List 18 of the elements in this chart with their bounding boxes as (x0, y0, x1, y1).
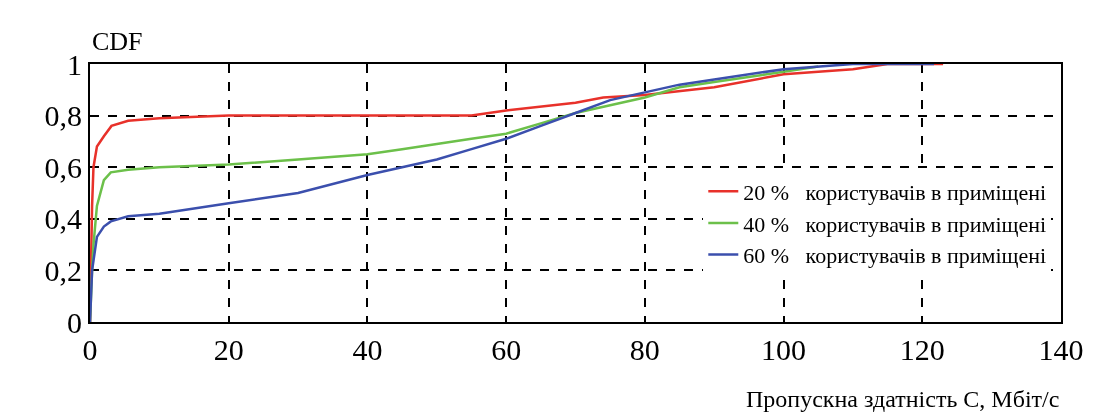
x-tick-label: 80 (629, 333, 660, 366)
y-tick-label: 0,2 (44, 253, 82, 287)
legend-label: 40 % користувачів в приміщені (743, 211, 1047, 237)
x-tick-label: 100 (761, 333, 807, 366)
y-tick-label: 1 (67, 47, 82, 81)
legend-label: 60 % користувачів в приміщені (743, 243, 1047, 269)
y-axis-title: CDF (92, 27, 143, 56)
x-tick-label: 20 (213, 333, 244, 366)
y-tick-label: 0,6 (44, 150, 82, 184)
y-tick-label: 0 (67, 305, 82, 339)
x-tick-label: 120 (899, 333, 945, 366)
x-tick-label: 140 (1038, 333, 1084, 366)
legend-label: 20 % користувачів в приміщені (743, 179, 1047, 205)
x-axis-title: Пропускна здатність C, Мбіт/с (746, 386, 1060, 412)
y-tick-label: 0,8 (44, 99, 82, 133)
x-tick-label: 60 (491, 333, 522, 366)
x-tick-label: 40 (352, 333, 383, 366)
y-tick-label: 0,4 (44, 202, 82, 236)
